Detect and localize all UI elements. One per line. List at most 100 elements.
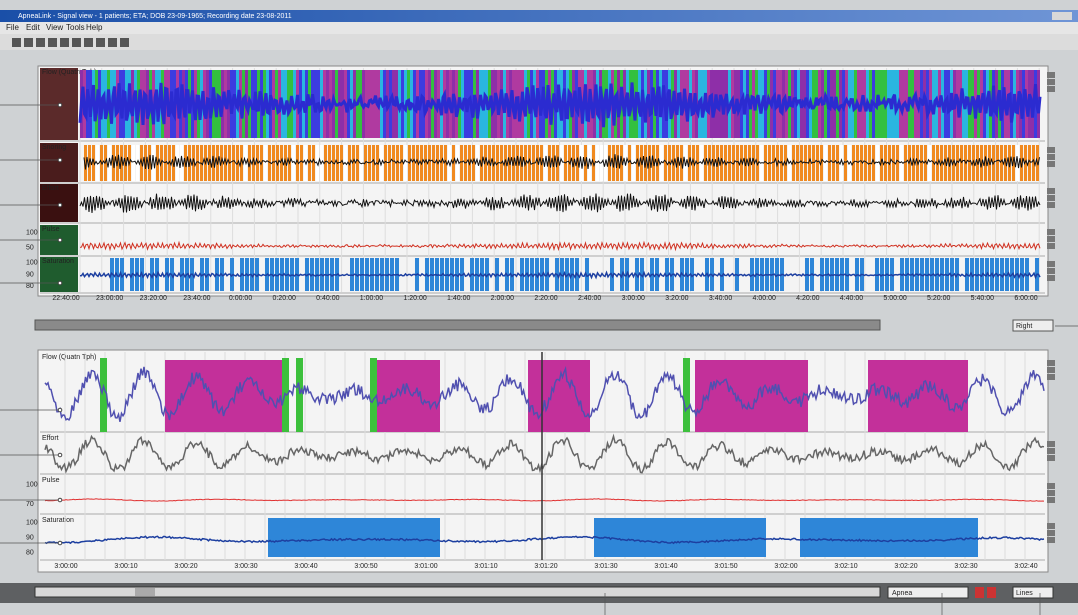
detail-scrollbar[interactable] (34, 586, 881, 598)
overview-scrollbar[interactable] (34, 319, 881, 331)
desat-event[interactable] (268, 518, 440, 557)
channel-button[interactable] (1047, 448, 1055, 454)
channel-button[interactable] (1047, 147, 1055, 153)
channel-button[interactable] (1047, 188, 1055, 194)
next-event-button[interactable] (987, 587, 996, 598)
toolbar-button[interactable] (12, 38, 21, 47)
window-controls[interactable] (1052, 12, 1072, 20)
channel-button[interactable] (1047, 497, 1055, 503)
menu-item[interactable]: Edit (26, 23, 41, 32)
channel-button[interactable] (1047, 490, 1055, 496)
snore-stripe (252, 145, 255, 181)
scroll-thumb[interactable] (135, 588, 155, 596)
snore-stripe (832, 145, 835, 181)
time-label: 3:01:20 (534, 563, 557, 570)
channel-button[interactable] (1047, 154, 1055, 160)
channel-button[interactable] (1047, 374, 1055, 380)
hypopnea-event[interactable] (100, 358, 107, 432)
channel-button[interactable] (1047, 367, 1055, 373)
channel-button[interactable] (1047, 86, 1055, 92)
snore-stripe (896, 145, 899, 181)
channel-button[interactable] (1047, 195, 1055, 201)
channel-button[interactable] (1047, 441, 1055, 447)
toolbar-button[interactable] (108, 38, 117, 47)
snore-stripe (416, 145, 419, 181)
apnea-event[interactable] (695, 360, 808, 432)
time-label: 3:00:20 (174, 563, 197, 570)
channel-button[interactable] (1047, 236, 1055, 242)
snore-stripe (296, 145, 299, 181)
desat-event[interactable] (594, 518, 766, 557)
snore-stripe (880, 145, 883, 181)
snore-stripe (984, 145, 987, 181)
axis-label: 100 (26, 260, 38, 267)
snore-stripe (920, 145, 923, 181)
time-label: 3:00:00 (54, 563, 77, 570)
channel-button[interactable] (1047, 483, 1055, 489)
snore-stripe (1020, 145, 1023, 181)
channel-button[interactable] (1047, 455, 1055, 461)
snore-stripe (772, 145, 775, 181)
channel-button[interactable] (1047, 229, 1055, 235)
channel-button[interactable] (1047, 79, 1055, 85)
desat-event (875, 258, 879, 291)
time-label: 3:00:50 (354, 563, 377, 570)
snore-stripe (404, 145, 407, 181)
menu-item[interactable]: Help (86, 23, 103, 32)
view-select[interactable] (1012, 586, 1054, 599)
hypopnea-event[interactable] (683, 358, 690, 432)
menu-item[interactable]: Tools (66, 23, 85, 32)
hypopnea-event[interactable] (370, 358, 377, 432)
channel-button[interactable] (1047, 261, 1055, 267)
toolbar-button[interactable] (96, 38, 105, 47)
snore-stripe (396, 145, 399, 181)
hypopnea-event[interactable] (296, 358, 303, 432)
time-label: 0:40:00 (316, 295, 339, 302)
axis-label: 100 (26, 229, 38, 236)
snore-stripe (280, 145, 283, 181)
zoom-select[interactable] (1012, 319, 1054, 332)
toolbar-button[interactable] (60, 38, 69, 47)
snore-stripe (324, 145, 327, 181)
channel-button[interactable] (1047, 72, 1055, 78)
apnea-event[interactable] (375, 360, 440, 432)
menu-item[interactable]: View (46, 23, 63, 32)
snore-stripe (756, 145, 759, 181)
snore-stripe (720, 145, 723, 181)
toolbar-button[interactable] (72, 38, 81, 47)
channel-button[interactable] (1047, 530, 1055, 536)
desat-event (565, 258, 569, 291)
snore-stripe (316, 145, 319, 181)
channel-button[interactable] (1047, 268, 1055, 274)
snore-stripe (444, 145, 447, 181)
desat-event[interactable] (800, 518, 978, 557)
channel-button[interactable] (1047, 360, 1055, 366)
channel-button[interactable] (1047, 537, 1055, 543)
toolbar-button[interactable] (24, 38, 33, 47)
snore-stripe (664, 145, 667, 181)
snore-stripe (560, 145, 563, 181)
event-select[interactable] (887, 586, 969, 599)
toolbar-button[interactable] (120, 38, 129, 47)
snore-stripe (424, 145, 427, 181)
toolbar-button[interactable] (48, 38, 57, 47)
channel-button[interactable] (1047, 161, 1055, 167)
desat-event (535, 258, 539, 291)
channel-button[interactable] (1047, 523, 1055, 529)
channel-button[interactable] (1047, 243, 1055, 249)
menu-item[interactable]: File (6, 23, 19, 32)
channel-button[interactable] (1047, 202, 1055, 208)
time-label: 3:20:00 (665, 295, 688, 302)
toolbar-button[interactable] (36, 38, 45, 47)
channel-button[interactable] (1047, 275, 1055, 281)
desat-event (385, 258, 389, 291)
apnea-event[interactable] (165, 360, 285, 432)
snore-stripe (840, 145, 843, 181)
snore-stripe (608, 145, 611, 181)
toolbar-button[interactable] (84, 38, 93, 47)
desat-event (1000, 258, 1004, 291)
time-label: 3:02:20 (894, 563, 917, 570)
prev-event-button[interactable] (975, 587, 984, 598)
apnea-event[interactable] (528, 360, 590, 432)
time-label: 23:40:00 (183, 295, 210, 302)
